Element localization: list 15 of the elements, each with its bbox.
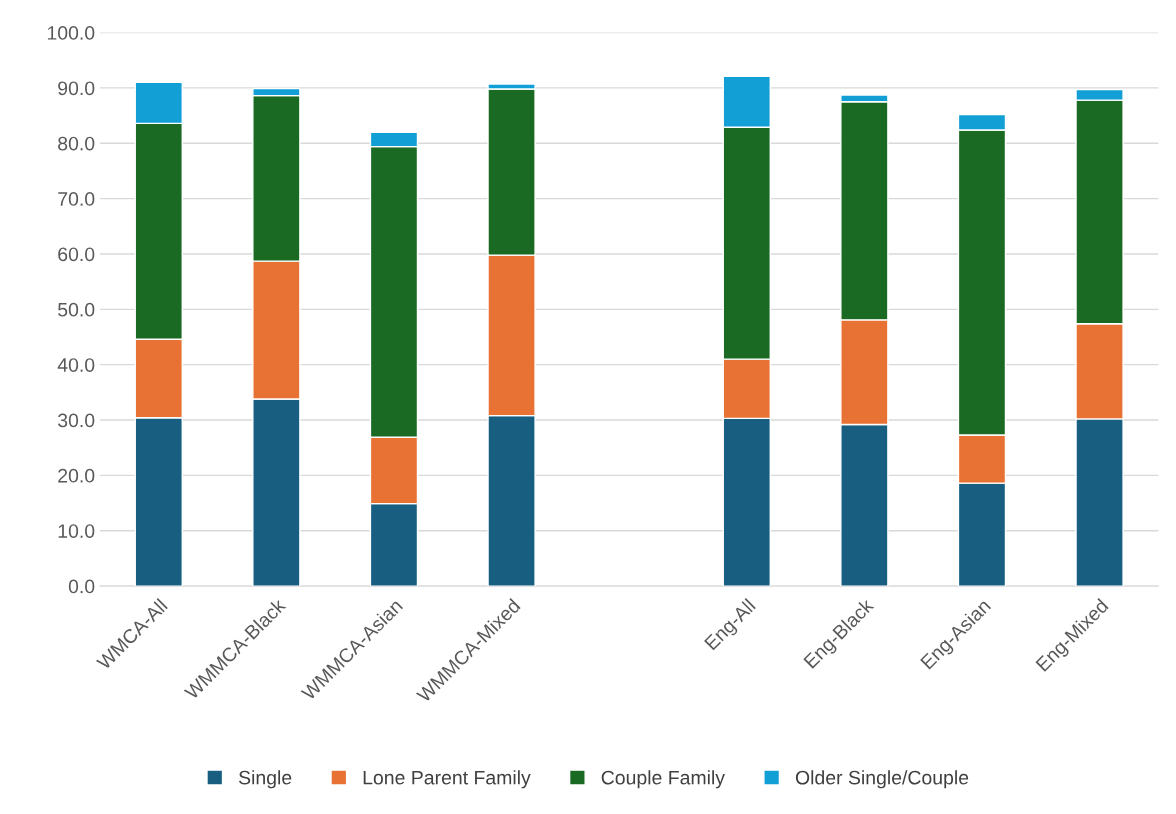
legend-label: Lone Parent Family — [363, 770, 531, 789]
y-tick-label: 30.0 — [58, 413, 95, 428]
y-tick-label: 20.0 — [58, 468, 95, 483]
y-tick-label: 80.0 — [58, 136, 95, 151]
y-tick-label: 100.0 — [47, 26, 95, 40]
legend-label: Couple Family — [601, 770, 725, 789]
y-tick-label: 90.0 — [58, 81, 95, 96]
y-tick-label: 40.0 — [57, 358, 95, 372]
y-tick-label: 70.0 — [58, 192, 95, 206]
y-tick-label: 50.0 — [58, 302, 95, 317]
y-tick-label: 10.0 — [58, 524, 95, 538]
y-tick-label: 0.0 — [68, 579, 95, 594]
legend-label: Older Single/Couple — [795, 770, 969, 789]
y-tick-label: 60.0 — [58, 247, 95, 262]
legend-label: Single — [238, 770, 292, 789]
